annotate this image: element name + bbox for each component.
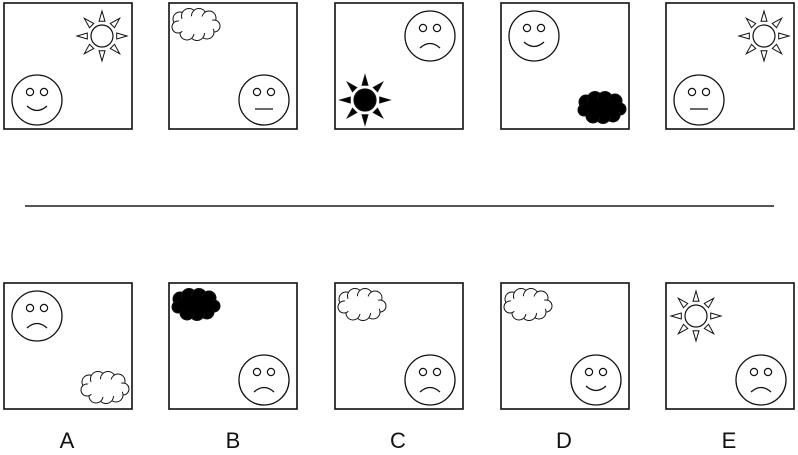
frown-face-icon — [404, 354, 456, 406]
outline-sun-icon — [669, 289, 723, 343]
outline-cloud-icon — [337, 288, 387, 321]
filled-cloud-icon — [171, 288, 221, 321]
question-panel-3 — [334, 2, 464, 130]
option-label-e: E — [722, 428, 737, 453]
question-panel-1 — [3, 2, 133, 130]
answer-option-d[interactable] — [500, 282, 630, 410]
frown-face-icon — [735, 354, 787, 406]
outline-sun-icon — [75, 9, 129, 63]
answer-option-c[interactable] — [334, 282, 464, 410]
outline-cloud-icon — [80, 371, 130, 404]
option-label-a: A — [60, 428, 75, 453]
answer-option-a[interactable] — [3, 282, 133, 410]
option-label-b: B — [226, 428, 241, 453]
smile-face-icon — [508, 10, 560, 62]
option-label-c: C — [390, 428, 406, 453]
question-panel-4 — [500, 2, 630, 130]
filled-cloud-icon — [577, 91, 627, 124]
smile-face-icon — [570, 354, 622, 406]
outline-cloud-icon — [171, 8, 221, 41]
question-panel-2 — [168, 2, 298, 130]
answer-labels: A B C D E — [60, 428, 737, 453]
question-row — [3, 2, 795, 130]
question-panel-5 — [665, 2, 795, 130]
neutral-face-icon — [238, 74, 290, 126]
outline-cloud-icon — [503, 288, 553, 321]
neutral-face-icon — [673, 74, 725, 126]
frown-face-icon — [11, 290, 63, 342]
outline-sun-icon — [737, 9, 791, 63]
option-label-d: D — [556, 428, 572, 453]
frown-face-icon — [404, 10, 456, 62]
answer-row — [3, 282, 795, 410]
filled-sun-icon — [338, 73, 392, 127]
answer-option-b[interactable] — [168, 282, 298, 410]
smile-face-icon — [11, 74, 63, 126]
answer-option-e[interactable] — [665, 282, 795, 410]
frown-face-icon — [238, 354, 290, 406]
